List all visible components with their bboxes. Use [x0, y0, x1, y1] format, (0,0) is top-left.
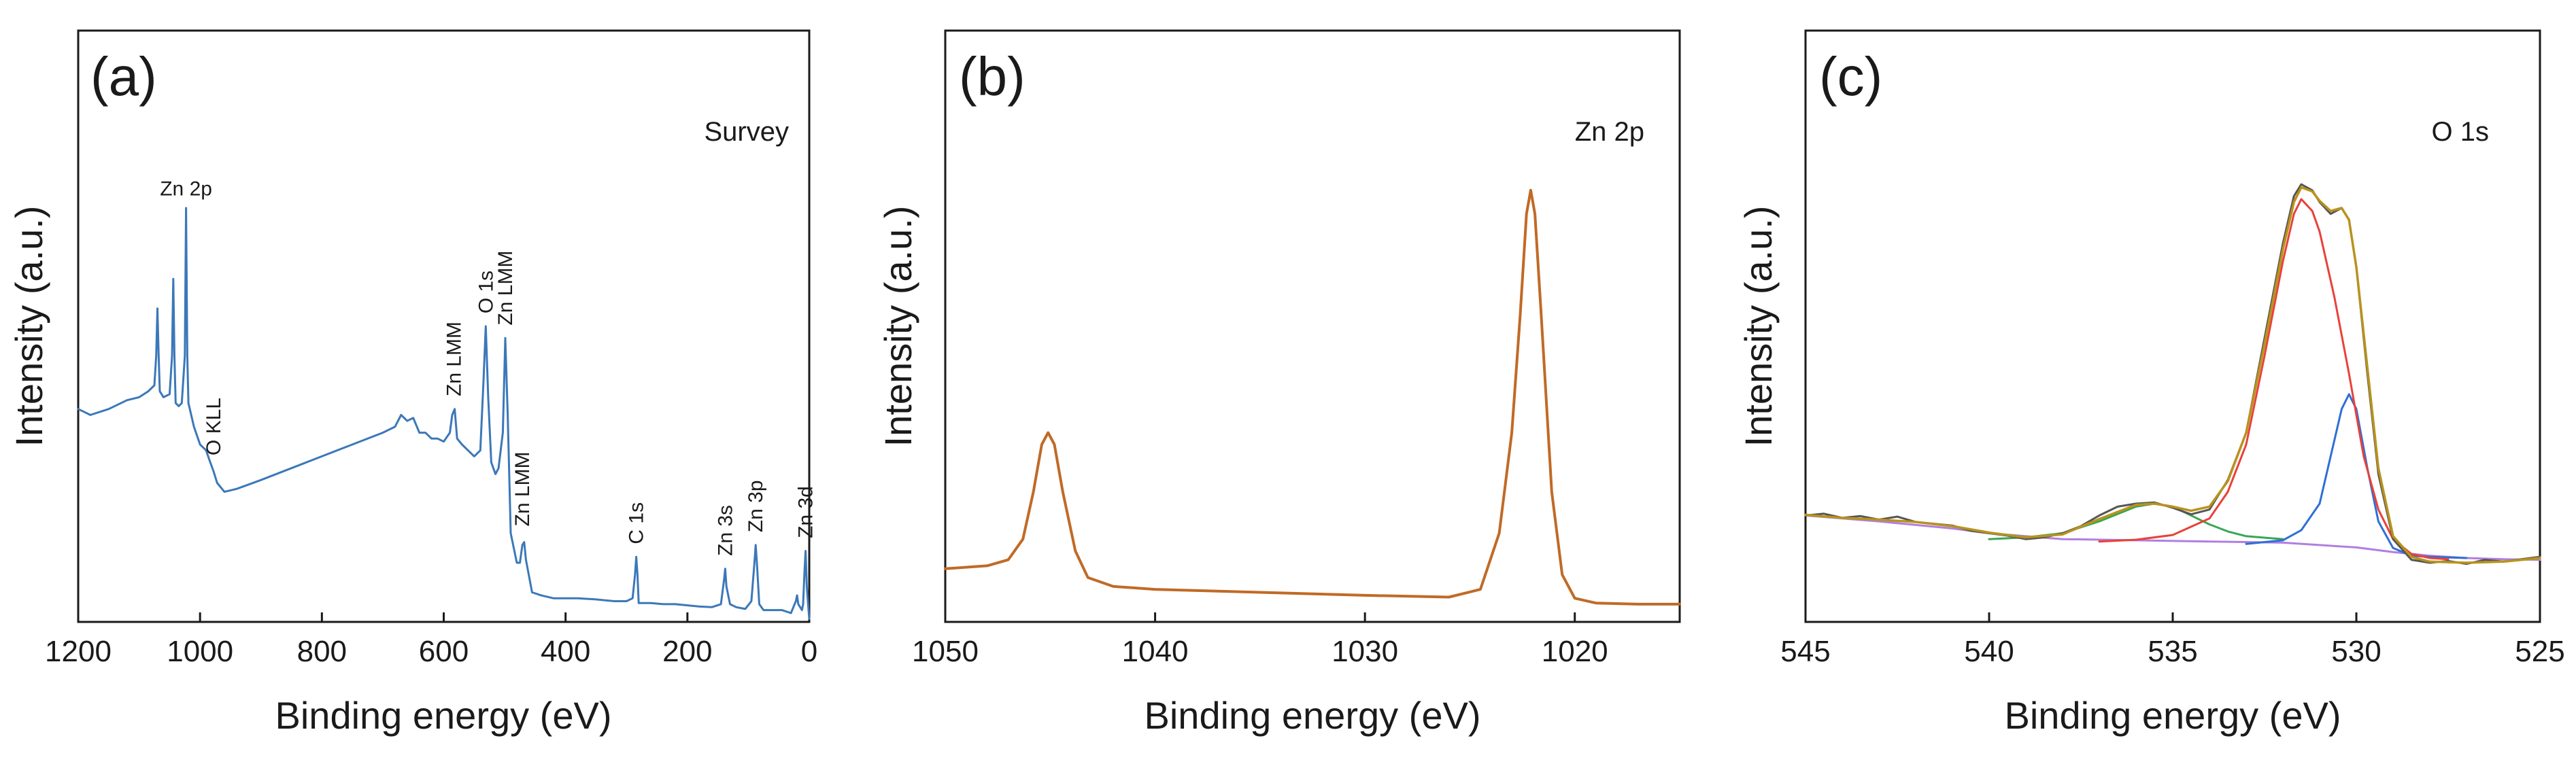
panel-b-title: Zn 2p	[1575, 117, 1644, 147]
panel-b-frame	[944, 29, 1681, 623]
peak-label-9: Zn 3d	[795, 486, 817, 538]
peak-label-3: O 1s	[475, 271, 497, 313]
panel-b-y-axis-label: Intensity (a.u.)	[877, 206, 919, 447]
peak-label-2: Zn LMM	[443, 321, 466, 396]
panel-a-letter: (a)	[90, 46, 157, 107]
peak-label-1: O KLL	[203, 398, 225, 455]
panel-c-y-axis-label: Intensity (a.u.)	[1737, 206, 1780, 447]
panel-a-x-tick-label: 200	[662, 635, 712, 668]
peak-label-5: Zn LMM	[511, 451, 534, 526]
panel-b-letter: (b)	[959, 46, 1026, 107]
panel-b-zn2p-line	[944, 188, 1681, 606]
panel-c-letter: (c)	[1819, 46, 1882, 107]
panel-b: (b) Zn 2p Intensity (a.u.) Binding energ…	[877, 29, 1681, 737]
panel-c-frame	[1804, 29, 2541, 623]
panel-c-peak3-line	[1988, 502, 2284, 540]
panel-c-x-tick-label: 525	[2515, 635, 2564, 668]
panel-c-x-tick-label: 535	[2148, 635, 2197, 668]
panel-c-title: O 1s	[2432, 117, 2489, 147]
panel-b-x-tick-label: 1050	[912, 635, 979, 668]
panel-c-ticks: 545 540 535 530 525	[1780, 612, 2565, 668]
panel-a-x-tick-label: 1000	[167, 635, 233, 668]
panel-a-y-axis-label: Intensity (a.u.)	[7, 206, 50, 447]
panel-b-x-tick-label: 1020	[1542, 635, 1608, 668]
panel-a-ticks: 1200 1000 800 600 400 200 0	[45, 612, 817, 668]
panel-a-x-tick-label: 800	[297, 635, 347, 668]
panel-c-x-axis-label: Binding energy (eV)	[2005, 694, 2341, 737]
peak-label-0: Zn 2p	[160, 177, 212, 200]
panel-a: (a) Survey Intensity (a.u.) Binding ener…	[7, 29, 817, 737]
panel-b-x-axis-label: Binding energy (eV)	[1145, 694, 1481, 737]
panel-a-survey-line	[77, 207, 811, 621]
panel-c-x-tick-label: 545	[1780, 635, 1830, 668]
panel-a-x-axis-label: Binding energy (eV)	[275, 694, 612, 737]
panel-a-x-tick-label: 0	[801, 635, 817, 668]
panel-c: (c) O 1s Intensity (a.u.) Binding energy…	[1737, 29, 2565, 737]
panel-a-x-tick-label: 400	[541, 635, 590, 668]
peak-label-4: Zn LMM	[494, 251, 517, 326]
panel-c-peak1-line	[2098, 198, 2450, 561]
panel-a-x-tick-label: 600	[419, 635, 469, 668]
panel-b-ticks: 1050 1040 1030 1020	[912, 612, 1608, 668]
panel-a-x-tick-label: 1200	[45, 635, 112, 668]
panel-c-x-tick-label: 530	[2331, 635, 2381, 668]
panel-c-x-tick-label: 540	[1964, 635, 2014, 668]
peak-label-7: Zn 3s	[714, 505, 736, 556]
panel-b-x-tick-label: 1030	[1332, 635, 1398, 668]
panel-b-x-tick-label: 1040	[1122, 635, 1189, 668]
panel-a-title: Survey	[705, 117, 790, 147]
peak-label-6: C 1s	[626, 502, 648, 544]
panel-c-fit-line	[1804, 186, 2541, 564]
peak-label-8: Zn 3p	[745, 480, 767, 532]
